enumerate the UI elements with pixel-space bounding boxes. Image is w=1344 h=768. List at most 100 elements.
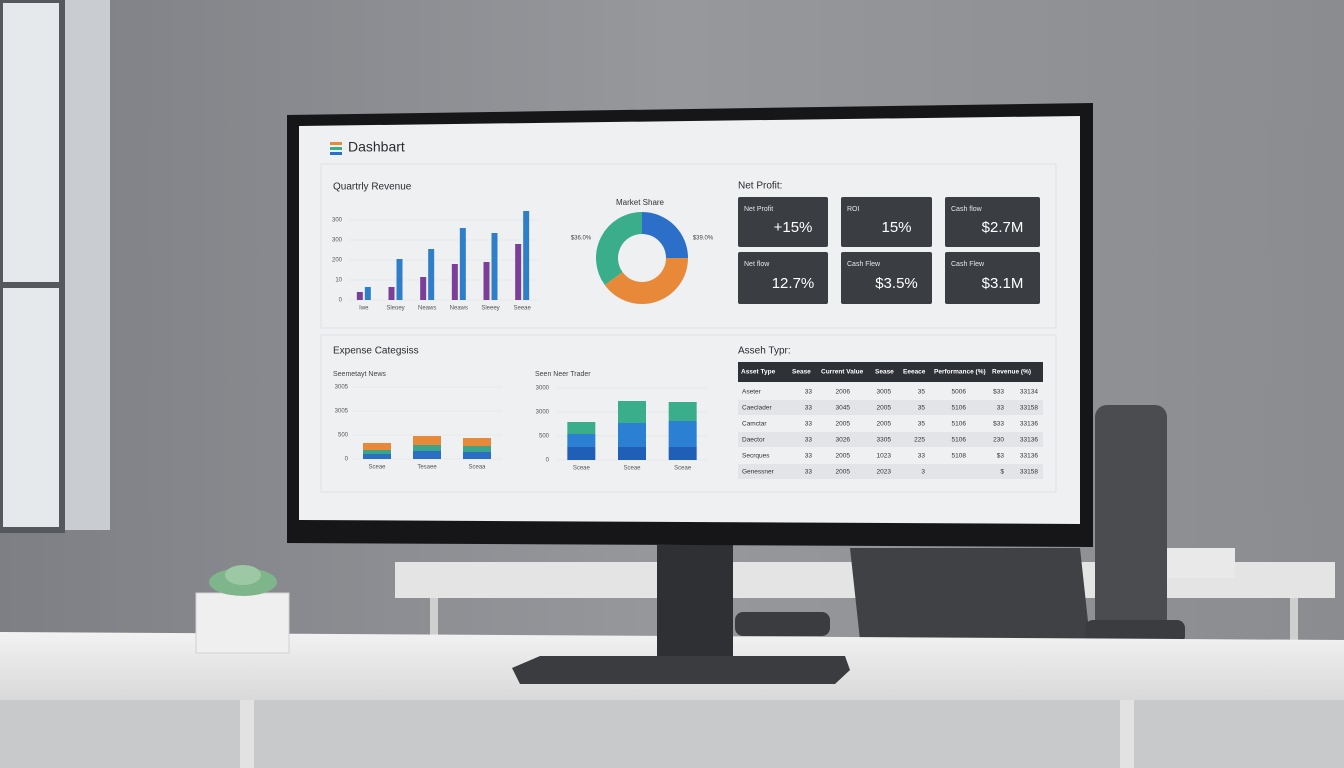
table-header: Eeeace bbox=[903, 369, 926, 376]
bar-segment bbox=[413, 436, 441, 445]
table-cell: 35 bbox=[918, 421, 926, 428]
bar-segment bbox=[363, 454, 391, 459]
table-cell: 2005 bbox=[836, 469, 851, 476]
table-cell: 2006 bbox=[836, 389, 851, 396]
y-tick-label: 0 bbox=[339, 298, 343, 304]
bar-segment bbox=[363, 443, 391, 450]
table-cell: 35 bbox=[918, 389, 926, 396]
table-cell: 33 bbox=[918, 453, 926, 460]
bar-segment bbox=[668, 421, 697, 447]
table-row-bg bbox=[738, 432, 1043, 447]
bar-segment bbox=[463, 452, 491, 459]
table-cell: 2005 bbox=[836, 421, 851, 428]
bar-segment bbox=[567, 422, 596, 434]
table-row-bg bbox=[738, 400, 1043, 415]
bar-segment bbox=[413, 445, 441, 451]
x-tick-label: Iwe bbox=[359, 306, 369, 312]
donut-segment bbox=[596, 212, 643, 286]
kpi-card bbox=[738, 197, 828, 247]
table-cell: 5106 bbox=[952, 405, 967, 412]
plant-pot bbox=[195, 592, 290, 654]
kpi-card bbox=[945, 252, 1040, 304]
chart-subtitle: Seemetayt News bbox=[333, 371, 386, 378]
x-tick-label: Sceae bbox=[623, 466, 641, 472]
table-cell: 3045 bbox=[836, 405, 851, 412]
bar-segment bbox=[567, 447, 596, 460]
desk-front bbox=[0, 700, 1344, 768]
x-tick-label: Seeae bbox=[513, 306, 531, 312]
table-cell: 3305 bbox=[877, 437, 892, 444]
table-cell: $33 bbox=[993, 389, 1004, 396]
table-header: Sease bbox=[792, 369, 811, 376]
chart-title: Market Share bbox=[616, 198, 665, 207]
back-desk-leg bbox=[1290, 598, 1298, 658]
table-cell: 3 bbox=[921, 469, 925, 476]
bar bbox=[364, 287, 371, 300]
table-cell: 3005 bbox=[877, 389, 892, 396]
kpi-value: 15% bbox=[881, 219, 911, 236]
table-cell: Aseter bbox=[742, 389, 762, 396]
section-title: Expense Categsiss bbox=[333, 346, 419, 357]
table-header: Performance (%) bbox=[934, 369, 986, 376]
logo-stripe bbox=[330, 147, 342, 150]
y-tick-label: 500 bbox=[539, 434, 550, 440]
bar-segment bbox=[463, 446, 491, 452]
plant bbox=[225, 565, 261, 585]
bar bbox=[388, 287, 395, 300]
bar-segment bbox=[668, 402, 697, 421]
table-header: Asset Type bbox=[741, 369, 776, 376]
x-tick-label: Sleeey bbox=[481, 306, 499, 312]
desk-leg bbox=[1120, 700, 1134, 768]
y-tick-label: 0 bbox=[546, 458, 550, 464]
x-tick-label: Neaws bbox=[418, 306, 436, 312]
chart-title: Quartrly Revenue bbox=[333, 182, 412, 193]
table-cell: 225 bbox=[914, 437, 925, 444]
kpi-label: Net Profit bbox=[744, 206, 773, 213]
bar bbox=[356, 292, 363, 300]
table-cell: 5106 bbox=[952, 437, 967, 444]
chair-seat bbox=[850, 548, 1090, 640]
kpi-title: Net Profit: bbox=[738, 181, 782, 192]
dashboard-title: Dashbart bbox=[348, 139, 405, 155]
table-cell: 33158 bbox=[1020, 469, 1038, 476]
table-cell: 33136 bbox=[1020, 453, 1038, 460]
x-tick-label: Sleoey bbox=[386, 306, 404, 312]
bar-segment bbox=[363, 450, 391, 454]
table-cell: Caeclader bbox=[742, 405, 772, 412]
table-header: Revenue (%) bbox=[992, 369, 1031, 376]
table-title: Asseh Typr: bbox=[738, 346, 791, 357]
annotation: $36.0% bbox=[571, 236, 592, 242]
chair-arm bbox=[1085, 620, 1185, 644]
y-tick-label: 300 bbox=[332, 238, 343, 244]
x-tick-label: Sceae bbox=[573, 466, 591, 472]
bar-segment bbox=[618, 423, 646, 447]
kpi-value: $2.7M bbox=[982, 219, 1024, 236]
y-tick-label: 300 bbox=[332, 218, 343, 224]
kpi-label: Cash flow bbox=[951, 206, 983, 213]
table-header: Current Value bbox=[821, 369, 864, 376]
monitor-base bbox=[512, 656, 850, 684]
y-tick-label: 500 bbox=[338, 433, 349, 439]
x-tick-label: Sceaa bbox=[468, 465, 486, 471]
table-cell: 2005 bbox=[877, 421, 892, 428]
bar bbox=[483, 262, 490, 300]
bar bbox=[396, 259, 403, 300]
table-cell: 5108 bbox=[952, 453, 967, 460]
bar bbox=[523, 211, 530, 300]
bar bbox=[420, 277, 427, 300]
kpi-label: Net flow bbox=[744, 261, 770, 268]
bar bbox=[491, 233, 498, 300]
panel bbox=[320, 163, 1057, 329]
kpi-label: Cash Flew bbox=[847, 261, 881, 268]
table-cell: 33 bbox=[805, 469, 813, 476]
table-row-bg bbox=[738, 416, 1043, 431]
bar-segment bbox=[618, 447, 646, 460]
table-header: Sease bbox=[875, 369, 894, 376]
kpi-value: $3.5% bbox=[875, 275, 918, 292]
bar-segment bbox=[567, 434, 596, 447]
table-cell: $3 bbox=[997, 453, 1005, 460]
table-cell: 1023 bbox=[877, 453, 892, 460]
table-cell: 33 bbox=[997, 405, 1005, 412]
donut-segment bbox=[604, 257, 688, 304]
